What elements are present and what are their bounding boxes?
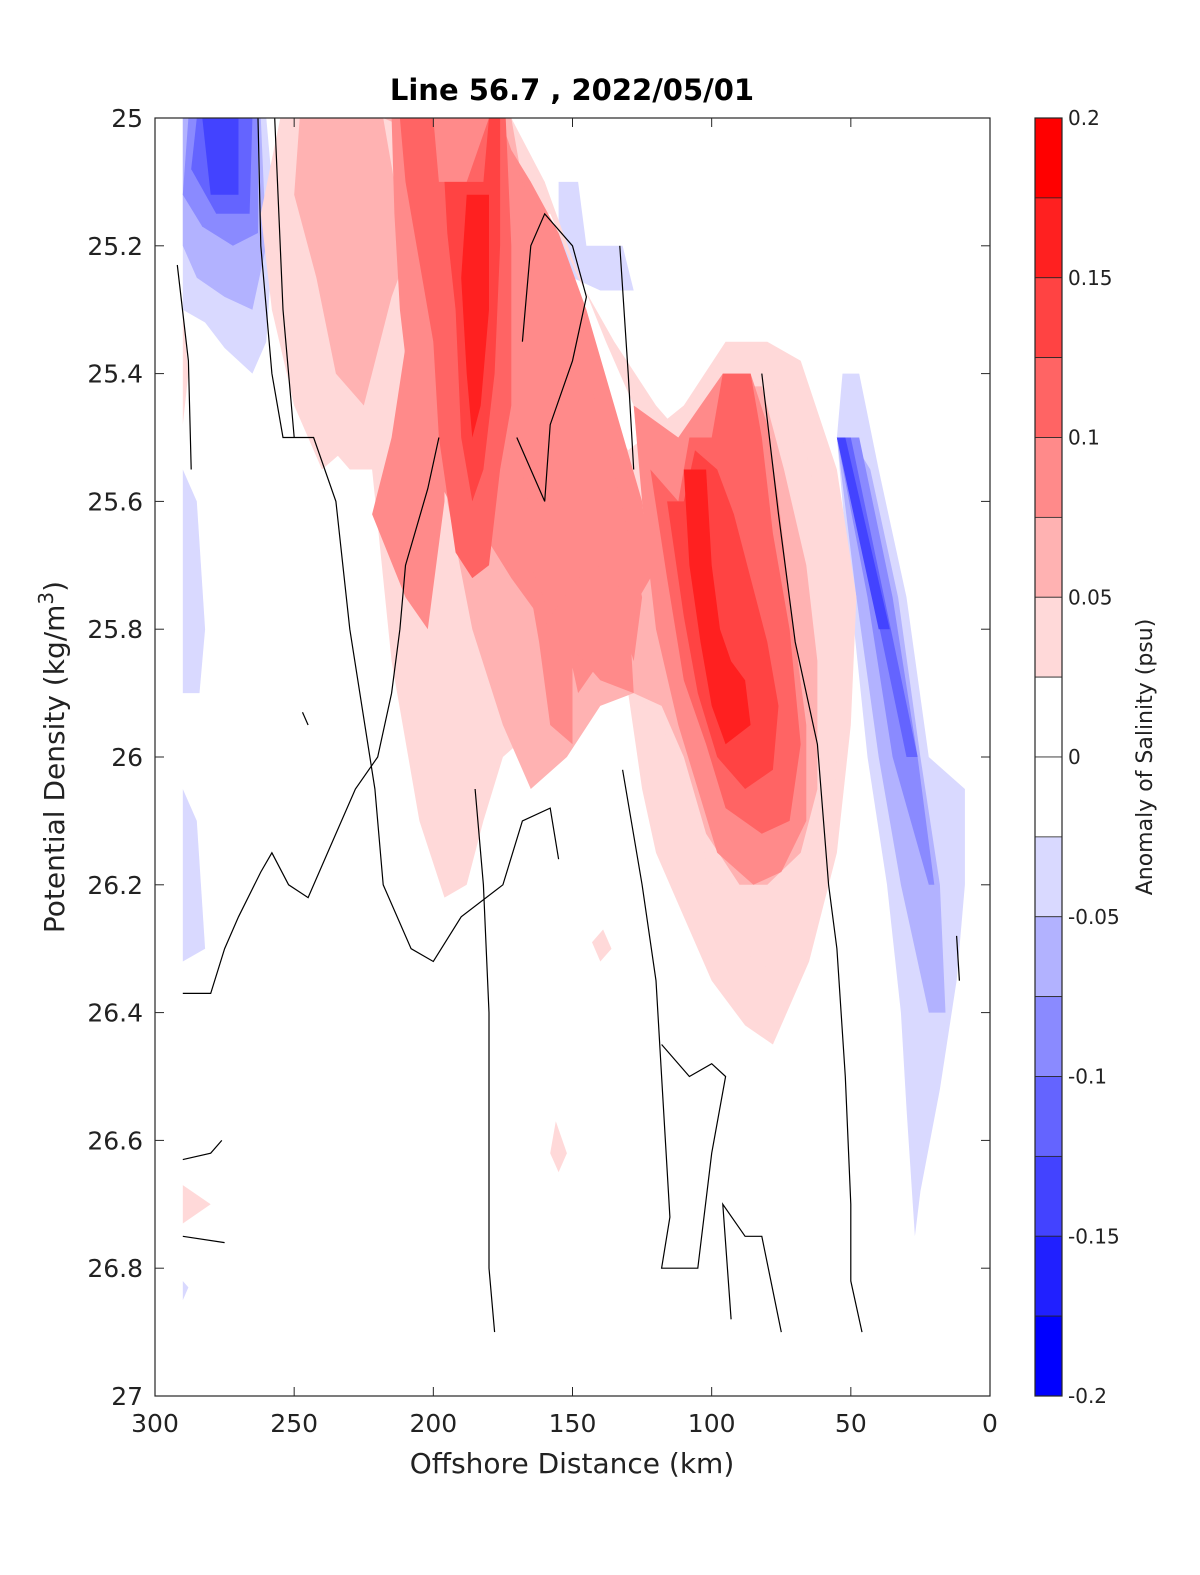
region-nearshore-negative-band-2 <box>836 437 935 885</box>
region-small-positive-patch-33 <box>182 309 189 425</box>
contour-line-5 <box>619 245 635 470</box>
region-small-positive-patch-31 <box>550 1121 567 1173</box>
colorbar-level <box>1034 197 1063 279</box>
y-tick-label: 25.4 <box>87 360 143 389</box>
y-axis-label: Potential Density (kg/m3) <box>34 581 71 933</box>
colorbar-level <box>1034 437 1063 518</box>
contour-line-4 <box>516 212 588 502</box>
y-tick-label: 25 <box>111 104 143 133</box>
contour-line-13 <box>474 788 496 1333</box>
colorbar-tick-label: 0.15 <box>1068 266 1113 290</box>
y-axis-label-main: Potential Density (kg/m <box>38 605 71 934</box>
colorbar-tick-label: 0.05 <box>1068 585 1113 609</box>
colorbar-tick-label: 0 <box>1068 745 1081 769</box>
colorbar-tick-label: -0.15 <box>1068 1224 1120 1248</box>
x-tick-label: 100 <box>688 1409 736 1438</box>
chart-title: Line 56.7 , 2022/05/01 <box>390 73 754 107</box>
colorbar-level <box>1034 836 1063 918</box>
x-tick-label: 250 <box>270 1409 318 1438</box>
y-axis-label-superscript: 3 <box>34 592 58 605</box>
colorbar-level <box>1034 1315 1063 1397</box>
y-tick-label: 26.2 <box>87 871 143 900</box>
region-positive-core-offshore-deep-21 <box>391 118 643 662</box>
x-axis-ticks: 300 250 200 150 100 50 0 <box>131 118 998 1438</box>
y-tick-label: 26 <box>111 743 143 772</box>
x-tick-label: 200 <box>409 1409 457 1438</box>
contour-line-12 <box>182 1235 225 1244</box>
contour-line-11 <box>182 1140 223 1161</box>
y-axis-label-close: ) <box>38 581 71 592</box>
y-tick-label: 25.8 <box>87 615 143 644</box>
y-tick-label: 26.4 <box>87 999 143 1028</box>
colorbar-level <box>1034 916 1063 998</box>
region-offshore-negative-patch-10 <box>182 469 206 694</box>
region-offshore-negative-core-9 <box>202 118 239 195</box>
colorbar-tick-label: 0.2 <box>1068 106 1100 130</box>
x-tick-label: 50 <box>835 1409 867 1438</box>
region-nearshore-negative-band-4 <box>836 437 890 630</box>
colorbar: 0.2 0.15 0.1 0.05 0 -0.05 -0.1 -0.15 -0.2 <box>1034 106 1120 1408</box>
y-axis-ticks: 25 25.2 25.4 25.6 25.8 26 26.2 26.4 26.6 26.8 27 <box>87 104 990 1411</box>
colorbar-tick-label: -0.05 <box>1068 905 1120 929</box>
y-tick-label: 26.8 <box>87 1254 143 1283</box>
y-tick-label: 26.6 <box>87 1126 143 1155</box>
colorbar-level <box>1034 596 1063 678</box>
colorbar-level <box>1034 756 1063 838</box>
region-positive-core-offshore-peak-25 <box>461 194 489 438</box>
colorbar-tick-label: -0.2 <box>1068 1384 1107 1408</box>
region-positive-core-nearshore-peak-29 <box>683 469 751 745</box>
contour-line-9 <box>956 935 960 981</box>
x-axis-label: Offshore Distance (km) <box>410 1447 735 1480</box>
colorbar-level <box>1034 676 1063 758</box>
colorbar-level <box>1034 117 1063 199</box>
region-small-positive-patch-30 <box>592 929 612 962</box>
colorbar-frame <box>1034 117 1063 1397</box>
x-tick-label: 150 <box>549 1409 597 1438</box>
colorbar-level <box>1034 1076 1063 1157</box>
region-small-positive-patch-32 <box>182 1185 211 1224</box>
contour-line-8 <box>722 1202 782 1333</box>
colorbar-level <box>1034 516 1063 598</box>
colorbar-tick-label: -0.1 <box>1068 1065 1107 1089</box>
y-tick-label: 25.6 <box>87 487 143 516</box>
contour-line-2 <box>176 264 192 470</box>
colorbar-label: Anomaly of Salinity (psu) <box>1133 619 1158 896</box>
contour-line-3 <box>301 712 309 726</box>
y-tick-label: 27 <box>111 1382 143 1411</box>
colorbar-level <box>1034 357 1063 438</box>
filled-contour-layer <box>182 118 965 1301</box>
contour-lines-layer <box>176 118 960 1333</box>
colorbar-tick-label: 0.1 <box>1068 426 1100 450</box>
colorbar-level <box>1034 1235 1063 1317</box>
colorbar-level <box>1034 277 1063 359</box>
contour-line-10 <box>182 437 440 995</box>
contour-line-6 <box>761 373 863 1333</box>
y-tick-label: 25.2 <box>87 232 143 261</box>
colorbar-level <box>1034 996 1063 1077</box>
contour-line-1 <box>274 118 295 438</box>
x-tick-label: 300 <box>131 1409 179 1438</box>
x-tick-label: 0 <box>982 1409 998 1438</box>
region-offshore-negative-patch-11 <box>182 789 206 962</box>
colorbar-level <box>1034 1155 1063 1237</box>
contour-line-0 <box>257 118 560 963</box>
region-offshore-negative-patch-12 <box>182 1281 189 1301</box>
contour-line-7 <box>622 769 727 1269</box>
